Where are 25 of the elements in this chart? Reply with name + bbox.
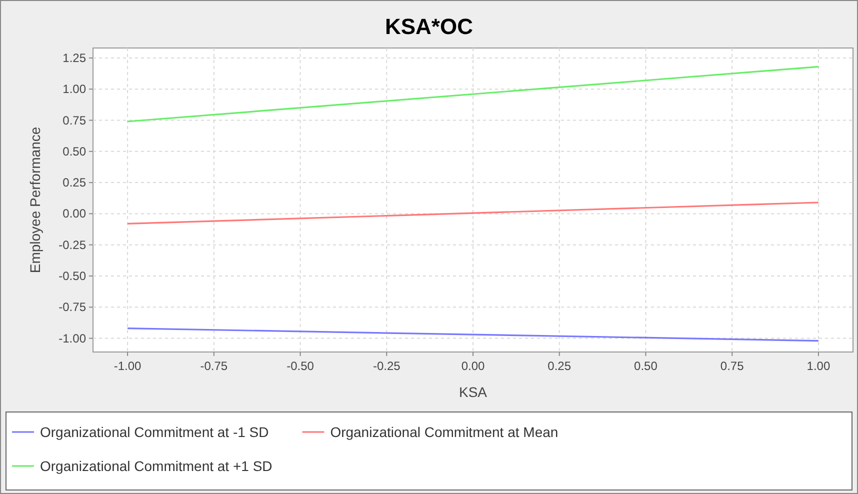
- x-tick-label: -0.25: [372, 359, 401, 373]
- y-tick-label: -1.00: [58, 331, 86, 346]
- y-tick-label: 1.00: [62, 82, 86, 96]
- y-tick-label: 0.75: [62, 113, 86, 128]
- y-tick-label: -0.75: [58, 300, 86, 314]
- y-tick-label: 0.00: [62, 206, 86, 221]
- y-axis-title: Employee Performance: [27, 126, 43, 274]
- x-tick-label: -1.00: [114, 359, 142, 373]
- legend-label: Organizational Commitment at Mean: [330, 424, 558, 440]
- y-tick-label: 0.25: [62, 176, 86, 190]
- x-axis-title: KSA: [458, 384, 488, 400]
- x-tick-label: 0.75: [720, 359, 744, 373]
- x-tick-label: 0.25: [548, 359, 572, 373]
- x-tick-label: 0.00: [461, 359, 485, 373]
- y-tick-label: -0.25: [58, 238, 86, 252]
- legend-label: Organizational Commitment at -1 SD: [40, 424, 269, 440]
- y-tick-label: -0.50: [58, 269, 86, 283]
- x-tick-label: 0.50: [634, 359, 658, 373]
- x-tick-label: 1.00: [806, 359, 830, 373]
- x-tick-label: -0.75: [200, 359, 228, 373]
- legend-label: Organizational Commitment at +1 SD: [40, 458, 272, 474]
- y-tick-label: 1.25: [62, 50, 86, 65]
- y-tick-label: 0.50: [62, 144, 86, 158]
- chart-title: KSA*OC: [384, 14, 474, 39]
- x-tick-label: -0.50: [286, 359, 314, 373]
